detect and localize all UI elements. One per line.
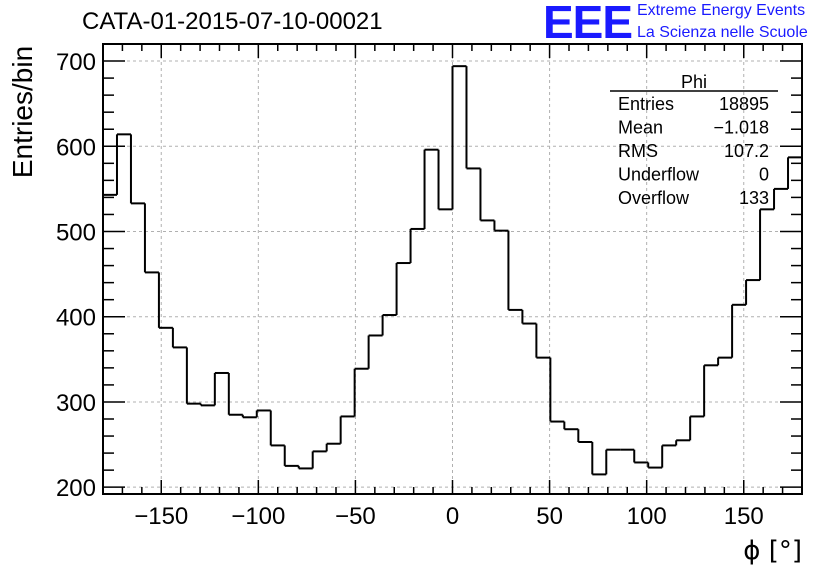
x-tick-label: −50 bbox=[335, 503, 376, 530]
ticks bbox=[102, 43, 803, 494]
logo-line-1: Extreme Energy Events bbox=[637, 2, 806, 19]
stats-label: Underflow bbox=[618, 165, 700, 185]
stats-box: Phi Entries 18895 Mean −1.018 RMS 107.2 Underfl… bbox=[610, 72, 778, 208]
x-tick-label: −100 bbox=[231, 503, 285, 530]
y-tick-label: 600 bbox=[56, 134, 96, 161]
stats-label: RMS bbox=[618, 141, 658, 161]
stats-value: 107.2 bbox=[724, 141, 769, 161]
stats-value: 0 bbox=[759, 165, 769, 185]
y-tick-label: 200 bbox=[56, 475, 96, 502]
x-tick-label: −150 bbox=[134, 503, 188, 530]
x-tick-label: 150 bbox=[724, 503, 764, 530]
stats-label: Mean bbox=[618, 118, 663, 138]
logo-line-2: La Scienza nelle Scuole bbox=[637, 24, 808, 41]
grid-lines bbox=[103, 44, 802, 494]
y-axis-label: Entries/bin bbox=[7, 46, 38, 178]
stats-value: 18895 bbox=[719, 94, 769, 114]
y-tick-label: 500 bbox=[56, 220, 96, 247]
y-tick-label: 400 bbox=[56, 305, 96, 332]
x-axis-label: ϕ [°] bbox=[743, 536, 802, 566]
tick-labels: −150 −100 −50 0 50 100 150 200 300 400 500 600 700 bbox=[56, 49, 764, 530]
stats-value: −1.018 bbox=[713, 118, 769, 138]
eee-logo: EEE bbox=[543, 0, 633, 48]
histogram-series bbox=[103, 65, 802, 476]
stats-value: 133 bbox=[739, 188, 769, 208]
x-tick-label: 50 bbox=[536, 503, 563, 530]
stats-label: Entries bbox=[618, 94, 674, 114]
chart-title: CATA-01-2015-07-10-00021 bbox=[82, 8, 383, 35]
y-tick-label: 700 bbox=[56, 49, 96, 76]
x-tick-label: 100 bbox=[627, 503, 667, 530]
y-tick-label: 300 bbox=[56, 390, 96, 417]
stats-title: Phi bbox=[681, 72, 707, 92]
stats-label: Overflow bbox=[618, 188, 690, 208]
x-tick-label: 0 bbox=[446, 503, 459, 530]
